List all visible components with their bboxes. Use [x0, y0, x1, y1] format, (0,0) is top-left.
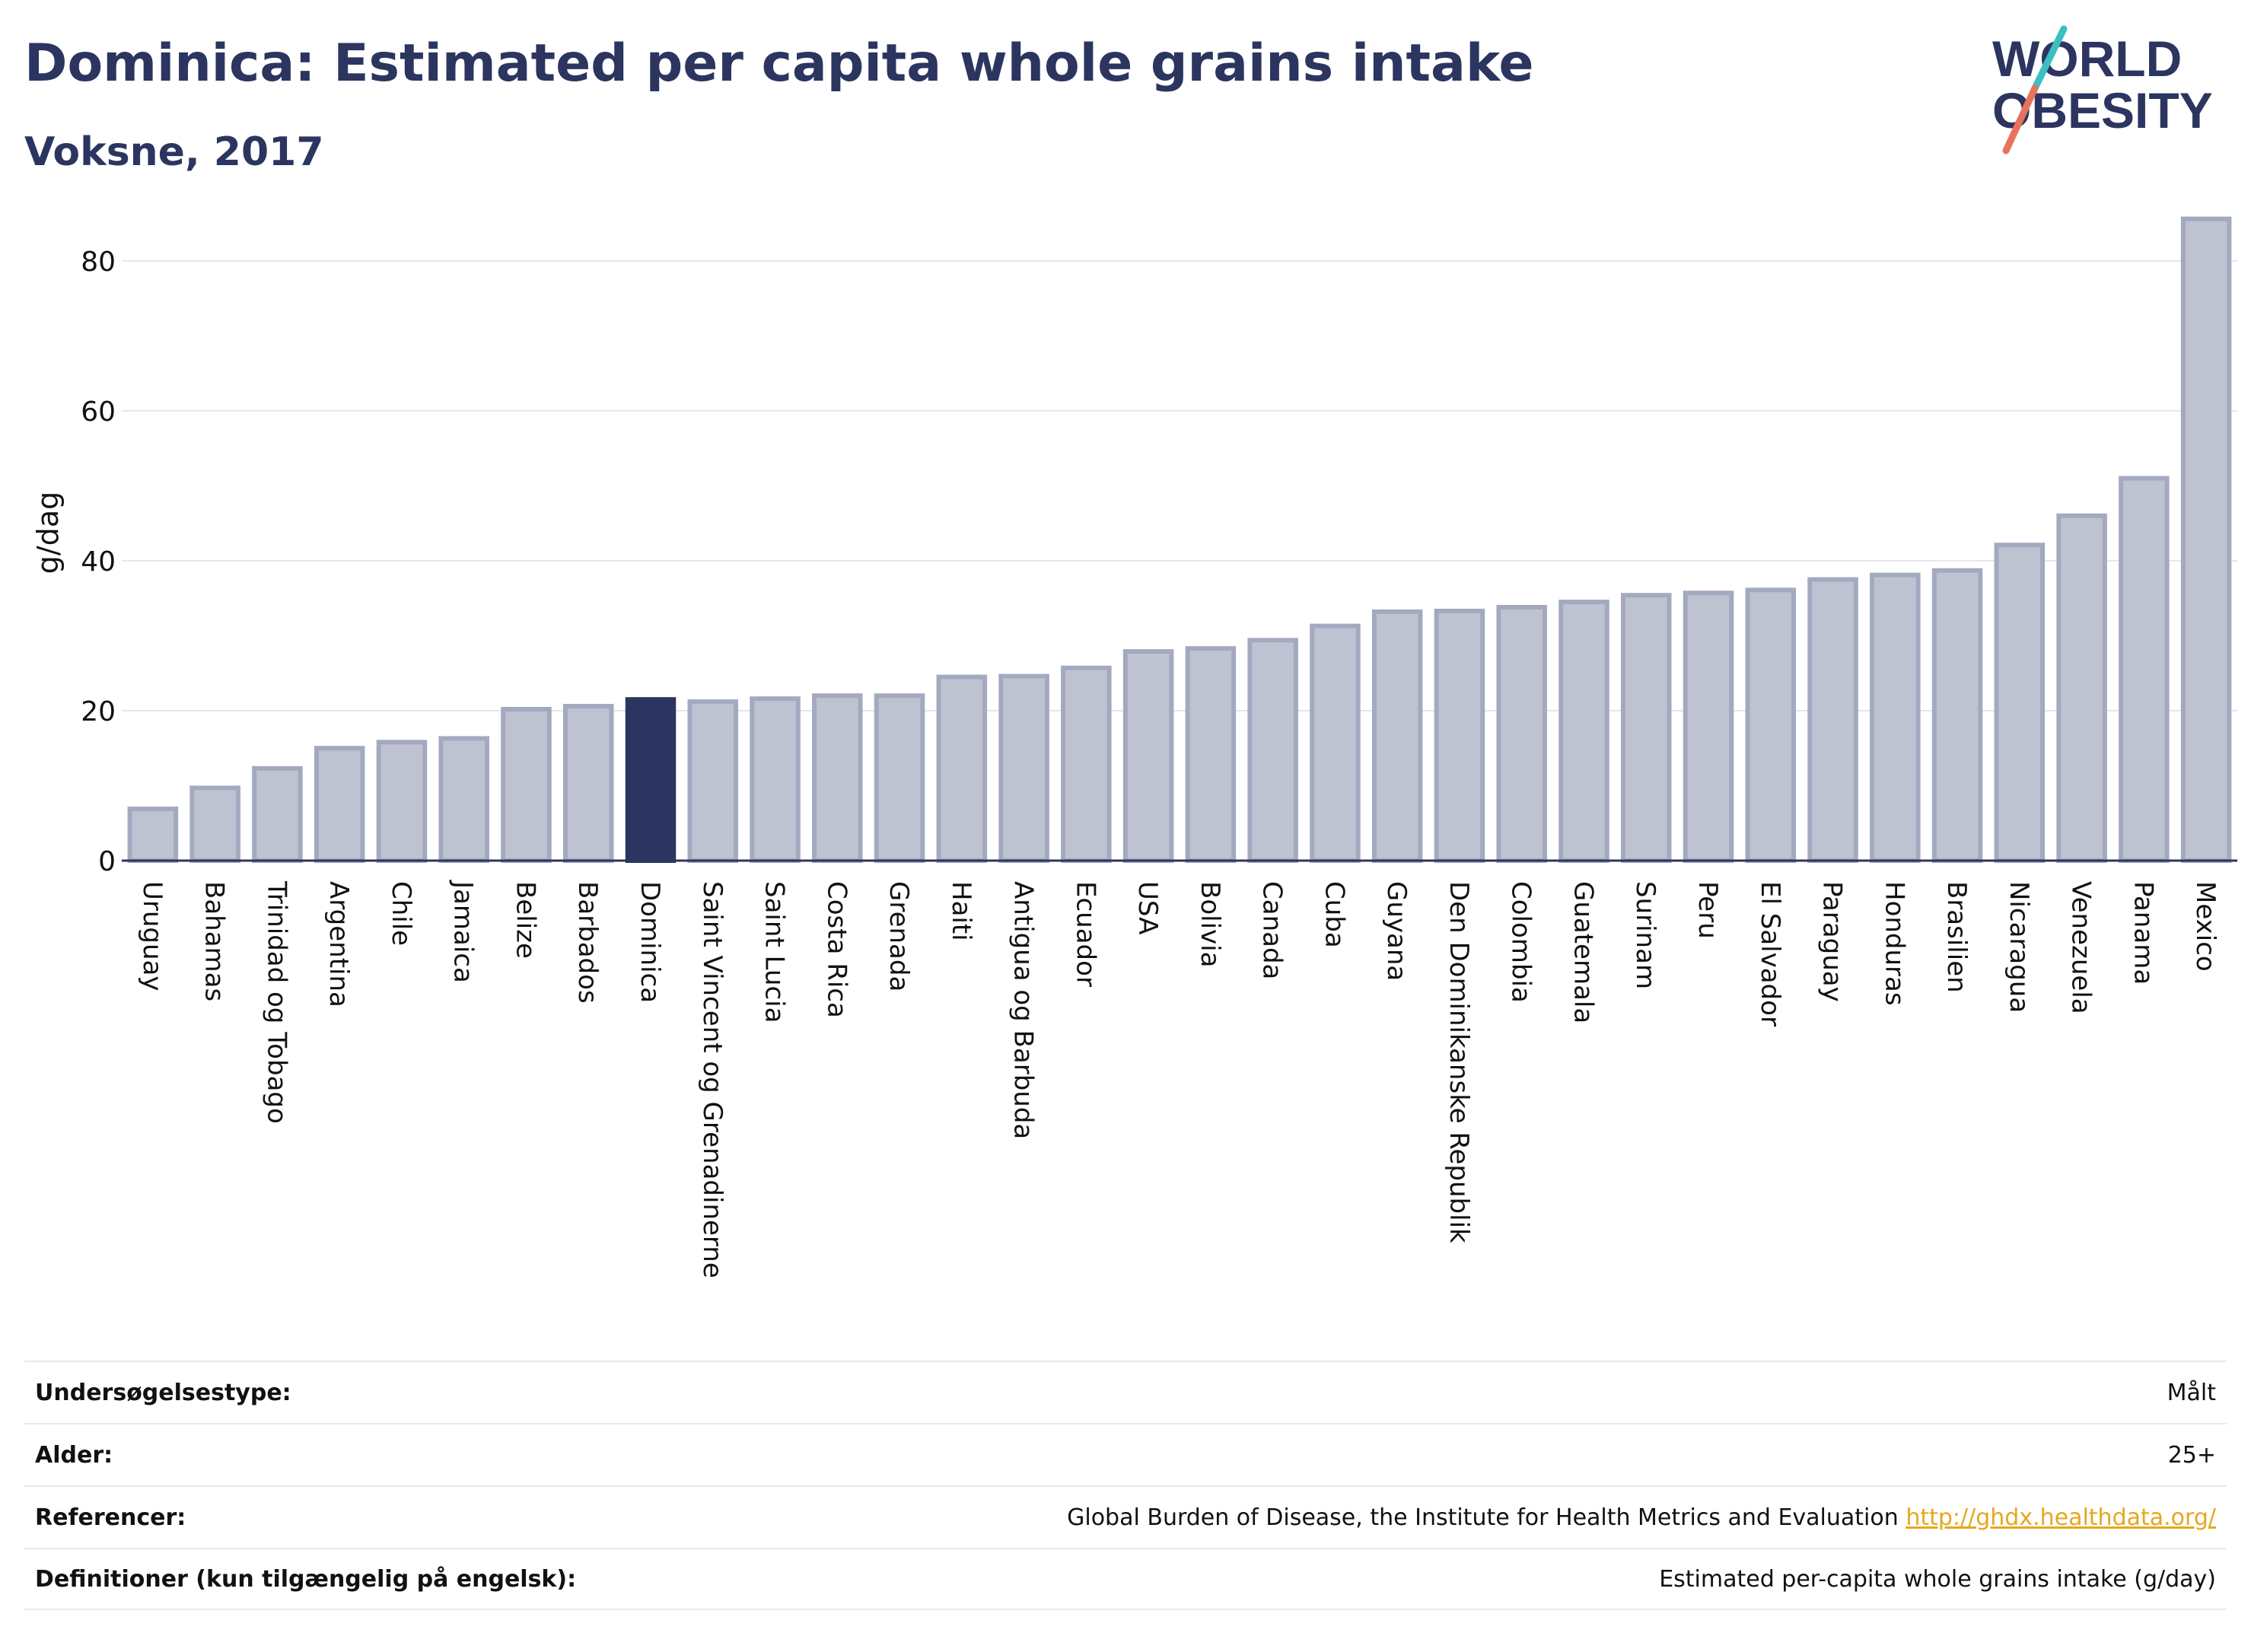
info-value: Målt	[2167, 1379, 2216, 1406]
info-row: Definitioner (kun tilgængelig på engelsk…	[24, 1548, 2227, 1610]
bar-uruguay	[127, 807, 179, 863]
x-tick-label: Saint Vincent og Grenadinerne	[697, 881, 728, 1278]
x-tick-label: Den Dominikanske Republik	[1444, 881, 1474, 1243]
bars	[127, 216, 2232, 864]
bar-argentina	[314, 746, 365, 863]
x-tick-label: Trinidad og Tobago	[261, 880, 291, 1124]
x-tick-label: Honduras	[1879, 881, 1909, 1006]
x-tick-label: Costa Rica	[821, 881, 852, 1018]
logo-slash-top	[2031, 25, 2068, 92]
bar-mexico	[2180, 216, 2232, 863]
x-tick-label: Haiti	[946, 881, 976, 941]
x-tick-label: Colombia	[1506, 881, 1536, 1003]
bar-peru	[1683, 590, 1734, 863]
bar-belize	[501, 706, 552, 863]
x-tick-label: Grenada	[884, 881, 914, 992]
x-tick-label: Antigua og Barbuda	[1008, 881, 1039, 1139]
bar-el-salvador	[1745, 587, 1797, 863]
x-tick-label: Peru	[1692, 881, 1723, 939]
bar-canada	[1247, 638, 1298, 864]
chart-title: Dominica: Estimated per capita whole gra…	[24, 33, 1534, 94]
info-value: Global Burden of Disease, the Institute …	[1067, 1504, 2216, 1531]
x-tick-label: Ecuador	[1070, 881, 1100, 987]
chart-subtitle: Voksne, 2017	[24, 129, 324, 175]
info-row: Alder: 25+	[24, 1423, 2227, 1485]
bar-antigua-og-barbuda	[998, 673, 1049, 863]
x-tick-label: Venezuela	[2066, 881, 2097, 1014]
bar-dominica	[625, 697, 677, 864]
bar-barbados	[562, 704, 614, 863]
bar-grenada	[874, 693, 925, 863]
x-tick-label: Panama	[2128, 881, 2158, 985]
reference-link[interactable]: http://ghdx.healthdata.org/	[1906, 1504, 2216, 1531]
info-row: Undersøgelsestype: Målt	[24, 1361, 2227, 1423]
bar-venezuela	[2056, 513, 2107, 864]
x-tick-label: Canada	[1257, 881, 1288, 979]
info-label: Undersøgelsestype:	[35, 1379, 291, 1406]
bar-cuba	[1310, 623, 1361, 863]
x-tick-label: El Salvador	[1755, 881, 1785, 1027]
bar-costa-rica	[812, 693, 863, 863]
bar-guatemala	[1559, 600, 1609, 864]
bar-surinam	[1620, 593, 1672, 863]
bar-guyana	[1371, 609, 1423, 863]
world-obesity-logo: WORLD OBESITY	[1992, 25, 2213, 154]
x-tick-label: Bahamas	[199, 881, 230, 1001]
y-axis-label: g/dag	[31, 492, 65, 574]
x-tick-label: Mexico	[2190, 881, 2221, 972]
bar-saint-vincent-og-grenadinerne	[687, 699, 739, 864]
x-tick-label: Surinam	[1630, 881, 1660, 989]
axes: 0 20 40 60 80 Uruguay Bahamas Trinidad og Tobag…	[81, 247, 2237, 1278]
x-tick-label: Uruguay	[137, 881, 167, 992]
y-tick-label: 40	[81, 546, 116, 578]
x-tick-label: Guatemala	[1568, 881, 1598, 1023]
info-value: 25+	[2167, 1441, 2216, 1469]
bar-jamaica	[438, 736, 489, 863]
x-tick-label: Jamaica	[448, 880, 479, 983]
x-tick-label: Nicaragua	[2004, 881, 2034, 1013]
bar-bolivia	[1185, 646, 1237, 863]
bar-colombia	[1496, 604, 1547, 863]
info-table: Undersøgelsestype: Målt Alder: 25+ Reference…	[24, 1361, 2227, 1610]
bar-haiti	[936, 674, 988, 863]
info-label: Alder:	[35, 1441, 113, 1469]
bar-honduras	[1870, 572, 1921, 863]
x-tick-label: Argentina	[323, 881, 354, 1007]
y-tick-label: 80	[81, 247, 116, 278]
bar-panama	[2119, 476, 2170, 864]
bar-usa	[1122, 649, 1174, 863]
bar-ecuador	[1061, 665, 1112, 863]
bar-brasilien	[1931, 568, 1983, 863]
y-tick-label: 0	[98, 846, 116, 877]
y-tick-label: 60	[81, 396, 116, 428]
x-tick-label: USA	[1132, 881, 1163, 934]
info-label: Definitioner (kun tilgængelig på engelsk…	[35, 1565, 577, 1593]
bar-den-dominikanske-republik	[1434, 608, 1485, 863]
bar-chile	[376, 740, 428, 864]
info-value: Estimated per-capita whole grains intake…	[1659, 1565, 2216, 1593]
info-row: Referencer: Global Burden of Disease, the…	[24, 1485, 2227, 1548]
x-tick-label: Brasilien	[1941, 881, 1972, 993]
x-tick-label: Saint Lucia	[759, 881, 790, 1023]
x-tick-label: Paraguay	[1817, 881, 1848, 1002]
bar-trinidad-og-tobago	[252, 766, 303, 863]
bar-paraguay	[1807, 577, 1858, 864]
logo-text-obesity: OBESITY	[1992, 82, 2213, 138]
info-label: Referencer:	[35, 1504, 186, 1531]
bar-saint-lucia	[750, 696, 801, 864]
x-tick-label: Belize	[510, 881, 540, 959]
logo-slash-bottom	[2002, 84, 2039, 154]
x-tick-label: Dominica	[635, 881, 665, 1003]
bar-chart: 0 20 40 60 80 Uruguay Bahamas Trinidad og Tobag…	[31, 216, 2237, 1278]
y-tick-label: 20	[81, 696, 116, 727]
x-tick-label: Barbados	[572, 881, 603, 1004]
logo-text-world: WORLD	[1992, 30, 2182, 87]
bar-bahamas	[189, 785, 240, 864]
x-tick-label: Bolivia	[1195, 881, 1225, 967]
bar-nicaragua	[1994, 543, 2046, 863]
x-tick-label: Cuba	[1319, 881, 1349, 948]
x-tick-label: Guyana	[1381, 881, 1412, 981]
x-tick-label: Chile	[386, 881, 416, 946]
